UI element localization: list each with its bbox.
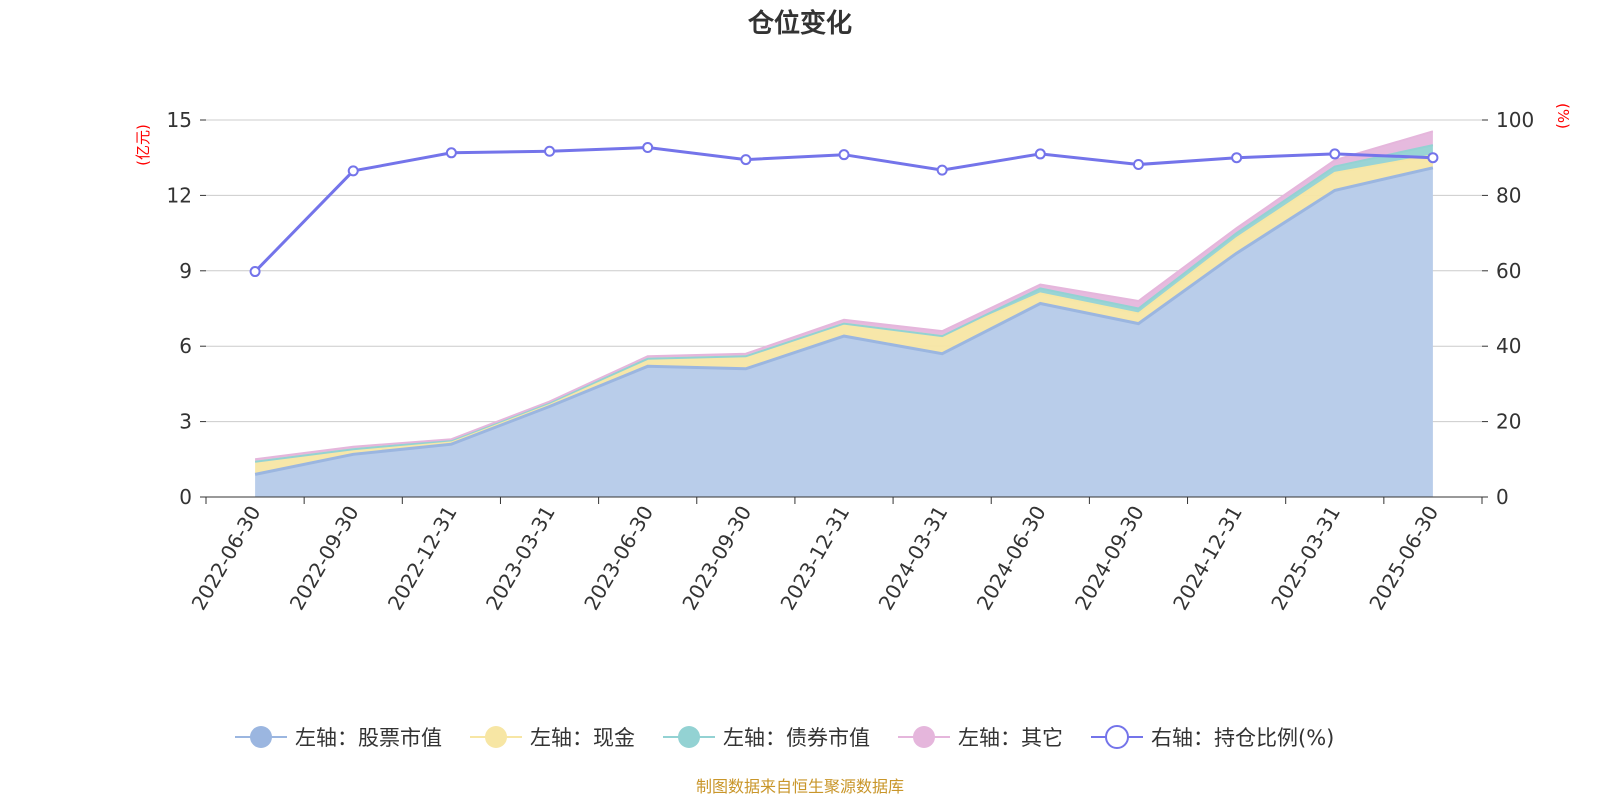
x-tick-label: 2024-03-31 — [874, 501, 953, 614]
legend-swatch — [1105, 725, 1129, 749]
legend-swatch — [678, 726, 700, 748]
right-tick-label: 40 — [1496, 334, 1521, 358]
x-tick-label: 2025-03-31 — [1266, 502, 1345, 615]
legend-item-other[interactable]: 左轴：其它 — [898, 726, 1063, 750]
left-tick-label: 6 — [179, 334, 192, 358]
line-layer — [249, 142, 1439, 278]
x-tick-label: 2023-03-31 — [481, 502, 560, 615]
x-tick-label: 2022-09-30 — [285, 502, 364, 615]
x-tick-label: 2024-12-31 — [1168, 502, 1247, 615]
legend-swatch — [250, 726, 272, 748]
area-layer — [254, 130, 1434, 498]
x-tick-label: 2025-06-30 — [1364, 502, 1443, 615]
legend-label: 左轴：债券市值 — [723, 726, 870, 750]
left-tick-label: 9 — [179, 259, 192, 283]
area-line-stock — [254, 166, 1434, 476]
ratio-point — [838, 149, 850, 161]
left-axis-name: (亿元) — [134, 124, 152, 166]
x-tick-label: 2022-12-31 — [383, 502, 462, 615]
left-tick-label: 15 — [167, 108, 192, 132]
ratio-point — [1034, 148, 1046, 160]
x-tick-label: 2024-09-30 — [1070, 502, 1149, 615]
left-tick-label: 3 — [179, 410, 192, 434]
right-tick-label: 100 — [1496, 108, 1534, 132]
ratio-point — [1132, 158, 1144, 170]
x-tick-label: 2024-06-30 — [972, 502, 1051, 615]
right-tick-label: 80 — [1496, 183, 1521, 207]
ratio-point — [347, 165, 359, 177]
legend-item-stock[interactable]: 左轴：股票市值 — [235, 726, 442, 750]
left-tick-label: 12 — [167, 183, 192, 207]
area-line-bond — [254, 144, 1434, 463]
x-tick-label: 2022-06-30 — [187, 502, 266, 615]
ratio-point — [544, 145, 556, 157]
legend-label: 左轴：其它 — [958, 726, 1063, 750]
right-axis-name: (%) — [1554, 103, 1572, 129]
legend-label: 左轴：现金 — [530, 726, 635, 750]
area-stock — [255, 167, 1433, 498]
chart-title: 仓位变化 — [747, 8, 852, 39]
legend: 左轴：股票市值 左轴：现金 左轴：债券市值 左轴：其它 右轴：持仓比例(%) — [235, 725, 1334, 750]
legend-swatch — [485, 726, 507, 748]
area-cash — [255, 155, 1433, 475]
area-line-other — [254, 130, 1434, 461]
legend-item-ratio[interactable]: 右轴：持仓比例(%) — [1091, 725, 1334, 750]
legend-label: 右轴：持仓比例(%) — [1151, 726, 1334, 750]
ratio-point — [1427, 152, 1439, 164]
legend-swatch — [913, 726, 935, 748]
x-tick-label: 2023-06-30 — [579, 502, 658, 615]
right-tick-label: 20 — [1496, 410, 1521, 434]
ratio-point — [445, 147, 457, 159]
ratio-point — [1329, 148, 1341, 160]
ratio-point — [642, 142, 654, 154]
legend-label: 左轴：股票市值 — [295, 726, 442, 750]
ratio-point — [249, 266, 261, 278]
right-tick-label: 60 — [1496, 259, 1521, 283]
ratio-point — [740, 154, 752, 166]
x-tick-label: 2023-12-31 — [775, 502, 854, 615]
ratio-point — [936, 164, 948, 176]
data-source-note: 制图数据来自恒生聚源数据库 — [696, 777, 904, 796]
legend-item-bond[interactable]: 左轴：债券市值 — [663, 726, 870, 750]
ratio-point — [1231, 152, 1243, 164]
right-tick-label: 0 — [1496, 485, 1509, 509]
left-tick-label: 0 — [179, 485, 192, 509]
legend-item-cash[interactable]: 左轴：现金 — [470, 726, 635, 750]
x-tick-label: 2023-09-30 — [677, 502, 756, 615]
